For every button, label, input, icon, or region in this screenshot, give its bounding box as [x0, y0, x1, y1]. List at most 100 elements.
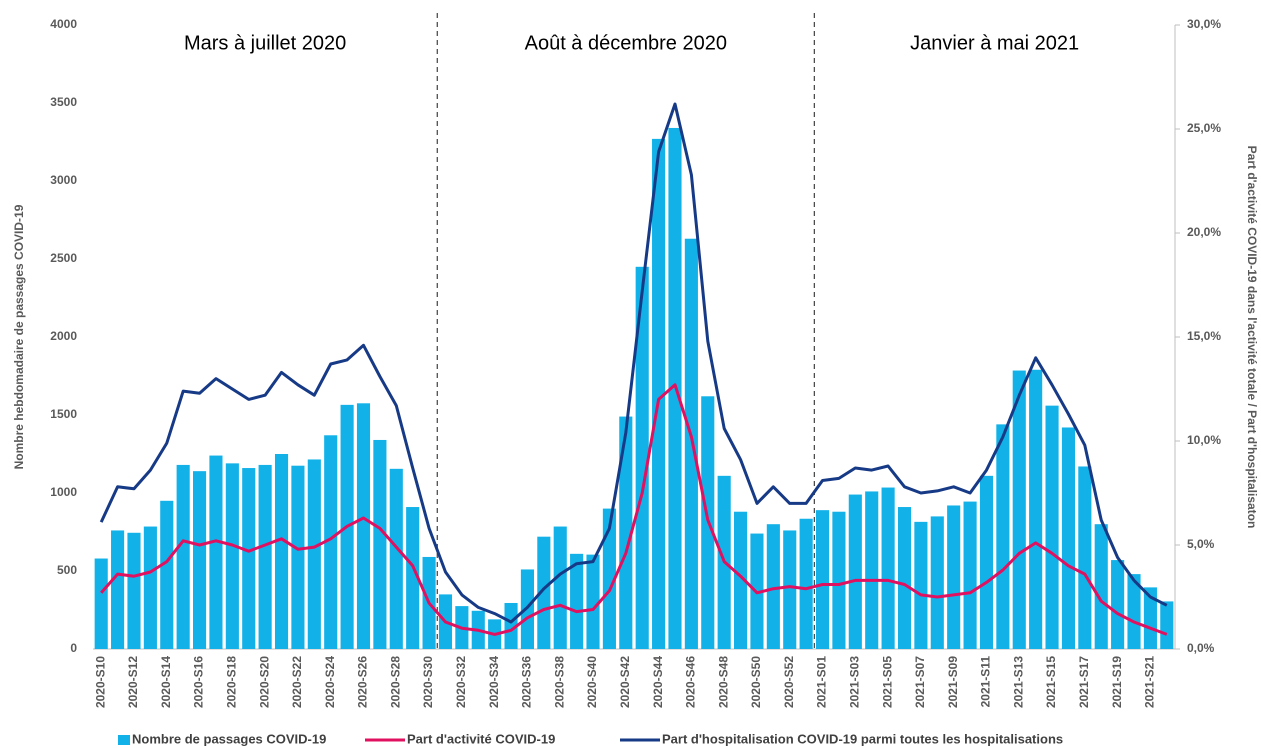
bar — [1012, 370, 1026, 649]
bar — [160, 500, 174, 649]
x-tick-label: 2020-S16 — [192, 656, 206, 708]
legend-label: Nombre de passages COVID-19 — [132, 731, 326, 746]
x-tick-label: 2020-S44 — [651, 656, 665, 708]
bar — [258, 464, 272, 649]
x-tick-label: 2020-S46 — [684, 656, 698, 708]
bar — [586, 554, 600, 649]
bar — [1143, 587, 1157, 649]
x-tick-label: 2020-S52 — [782, 656, 796, 708]
bar — [193, 471, 207, 649]
line — [100, 383, 1168, 636]
bar — [111, 530, 125, 649]
bar — [897, 507, 912, 649]
x-tick-label: 2020-S20 — [257, 656, 271, 708]
x-tick-label: 2021-S11 — [979, 656, 993, 708]
bar — [1029, 369, 1043, 649]
x-tick-label: 2021-S05 — [880, 656, 894, 708]
bar — [996, 424, 1010, 649]
x-tick-label: 2020-S34 — [487, 656, 501, 708]
bar — [865, 491, 879, 649]
bar — [242, 468, 256, 649]
bar — [537, 536, 551, 649]
y-tick-label: 1000 — [50, 485, 77, 499]
x-tick-label: 2020-S24 — [323, 656, 337, 708]
x-tick-label: 2020-S40 — [585, 656, 599, 708]
bar — [504, 602, 518, 649]
y2-tick-label: 30,0% — [1187, 17, 1221, 31]
y-tick-label: 3500 — [50, 95, 77, 109]
y2-tick-label: 10,0% — [1187, 433, 1221, 447]
x-tick-label: 2020-S22 — [290, 656, 304, 708]
x-tick-label: 2020-S12 — [126, 656, 140, 708]
x-tick-label: 2021-S03 — [847, 656, 861, 708]
bar — [176, 464, 190, 649]
x-tick-label: 2021-S19 — [1110, 656, 1124, 708]
x-tick-label: 2021-S01 — [815, 656, 829, 708]
bar — [1061, 427, 1075, 649]
x-tick-label: 2020-S14 — [159, 656, 173, 708]
x-tick-label: 2020-S36 — [520, 656, 534, 708]
bar — [815, 510, 830, 649]
period-label: Août à décembre 2020 — [525, 32, 727, 54]
x-tick-label: 2020-S50 — [749, 656, 763, 708]
legend-label: Part d'hospitalisation COVID-19 parmi to… — [662, 731, 1063, 746]
period-label: Mars à juillet 2020 — [184, 32, 346, 54]
bar — [619, 416, 633, 649]
legend-swatch — [118, 735, 130, 745]
bar — [1127, 574, 1141, 649]
bar — [1160, 601, 1174, 649]
bar — [881, 487, 895, 649]
y-axis-title: Nombre hebdomadaire de passages COVID-19 — [12, 204, 26, 469]
bar — [783, 530, 797, 649]
bar — [291, 465, 305, 649]
bar — [1111, 560, 1125, 649]
y-tick-label: 1500 — [50, 407, 77, 421]
x-tick-label: 2020-S10 — [93, 656, 107, 708]
y-tick-label: 4000 — [50, 17, 77, 31]
x-tick-label: 2020-S28 — [388, 656, 402, 708]
bar — [799, 518, 813, 649]
y2-tick-label: 25,0% — [1187, 121, 1221, 135]
bar — [848, 494, 862, 649]
bar — [1094, 524, 1108, 649]
x-tick-label: 2021-S15 — [1044, 656, 1058, 708]
y-tick-label: 0 — [70, 641, 77, 655]
y2-axis-title: Part d'activité COVID-19 dans l'activité… — [1245, 146, 1259, 529]
y2-tick-label: 5,0% — [1187, 537, 1215, 551]
y2-tick-label: 20,0% — [1187, 225, 1221, 239]
x-tick-label: 2021-S07 — [913, 656, 927, 708]
bar — [209, 455, 223, 649]
bar — [389, 468, 403, 649]
bar — [602, 508, 616, 649]
bar — [652, 138, 666, 649]
bar — [373, 439, 387, 649]
bar — [1078, 466, 1092, 649]
bar — [930, 516, 944, 649]
x-tick-label: 2020-S18 — [225, 656, 239, 708]
bar — [127, 532, 141, 649]
bar — [635, 266, 649, 649]
line — [99, 102, 1168, 624]
bar — [979, 475, 994, 649]
bar — [406, 507, 420, 649]
y2-tick-label: 15,0% — [1187, 329, 1221, 343]
x-tick-label: 2020-S30 — [421, 656, 435, 708]
bar — [766, 524, 780, 649]
y-tick-label: 500 — [57, 563, 77, 577]
bar — [832, 511, 846, 649]
y-tick-label: 2500 — [50, 251, 77, 265]
x-tick-label: 2021-S17 — [1077, 656, 1091, 708]
bar — [553, 526, 567, 649]
x-tick-label: 2020-S26 — [356, 656, 370, 708]
bar — [307, 459, 321, 649]
x-tick-label: 2020-S42 — [618, 656, 632, 708]
x-tick-label: 2020-S38 — [552, 656, 566, 708]
period-label: Janvier à mai 2021 — [910, 32, 1079, 54]
bar — [947, 505, 961, 649]
bar — [914, 521, 928, 649]
x-tick-label: 2020-S48 — [716, 656, 730, 708]
legend-label: Part d'activité COVID-19 — [407, 731, 555, 746]
bar — [356, 403, 371, 649]
bar — [963, 501, 977, 649]
